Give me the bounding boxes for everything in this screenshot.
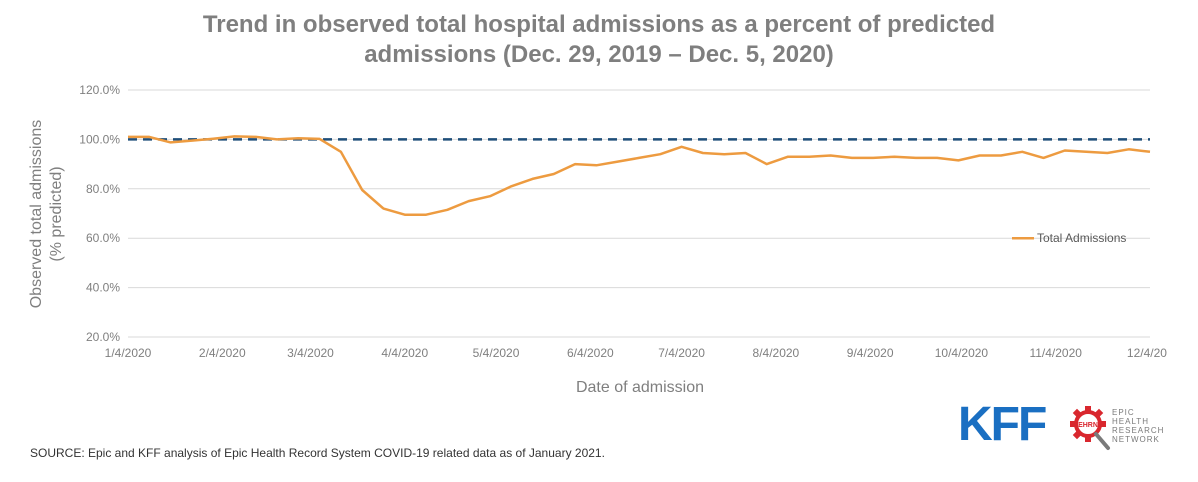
y-axis-ticks: 20.0% 40.0% 60.0% 80.0% 100.0% 120.0% xyxy=(79,83,120,344)
x-axis-label: Date of admission xyxy=(576,379,704,396)
ehrn-line: EPIC xyxy=(1112,408,1135,417)
y-tick-label: 20.0% xyxy=(86,330,120,344)
x-tick-label: 6/4/2020 xyxy=(567,346,614,360)
chart-title: Trend in observed total hospital admissi… xyxy=(0,10,1198,70)
y-axis-label: Observed total admissions (% predicted) xyxy=(28,120,65,309)
x-tick-label: 5/4/2020 xyxy=(473,346,520,360)
ehrn-wordmark: EPIC HEALTH RESEARCH NETWORK xyxy=(1112,408,1164,444)
y-tick-label: 120.0% xyxy=(79,83,120,97)
line-chart: 20.0% 40.0% 60.0% 80.0% 100.0% 120.0% 1/4/202… xyxy=(28,83,1168,396)
x-tick-label: 12/4/20 xyxy=(1127,346,1167,360)
y-axis-label-line1: Observed total admissions xyxy=(28,120,45,309)
x-tick-label: 9/4/2020 xyxy=(847,346,894,360)
x-tick-label: 3/4/2020 xyxy=(287,346,334,360)
kff-logo: KFF xyxy=(958,398,1047,451)
grid-lines xyxy=(128,89,1150,338)
ehrn-line: RESEARCH xyxy=(1112,426,1165,435)
source-note: SOURCE: Epic and KFF analysis of Epic He… xyxy=(30,446,605,460)
ehrn-badge-text: EHRN xyxy=(1078,422,1098,429)
series-group xyxy=(128,135,1151,216)
x-tick-label: 2/4/2020 xyxy=(199,346,246,360)
ehrn-line: NETWORK xyxy=(1112,435,1160,444)
x-tick-label: 1/4/2020 xyxy=(105,346,152,360)
chart-title-line1: Trend in observed total hospital admissi… xyxy=(202,11,996,38)
y-tick-label: 60.0% xyxy=(86,231,120,245)
x-tick-label: 8/4/2020 xyxy=(753,346,800,360)
x-tick-label: 11/4/2020 xyxy=(1029,346,1082,360)
y-tick-label: 40.0% xyxy=(86,281,120,295)
y-axis-label-line2: (% predicted) xyxy=(48,166,65,261)
y-tick-label: 100.0% xyxy=(79,132,120,146)
x-tick-label: 7/4/2020 xyxy=(658,346,705,360)
legend-label: Total Admissions xyxy=(1037,231,1126,245)
legend: Total Admissions xyxy=(1012,231,1126,245)
ehrn-gear-icon: EHRN xyxy=(1070,406,1110,450)
y-tick-label: 80.0% xyxy=(86,182,120,196)
x-axis-ticks: 1/4/2020 2/4/2020 3/4/2020 4/4/2020 5/4/2020… xyxy=(105,346,1168,360)
chart-title-line2: admissions (Dec. 29, 2019 – Dec. 5, 2020… xyxy=(364,41,834,68)
x-tick-label: 10/4/2020 xyxy=(935,346,989,360)
x-tick-label: 4/4/2020 xyxy=(381,346,428,360)
series-line-total-admissions xyxy=(128,135,1151,216)
ehrn-line: HEALTH xyxy=(1112,417,1149,426)
